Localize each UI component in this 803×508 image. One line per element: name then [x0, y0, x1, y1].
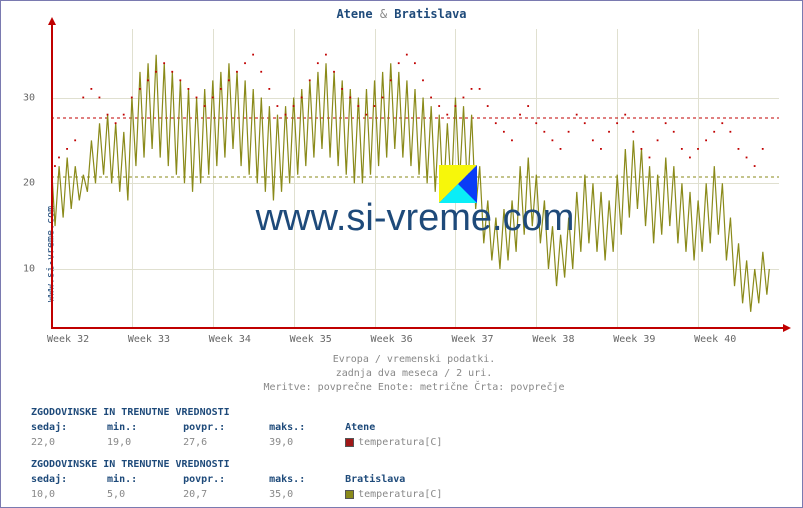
x-tick-label: Week 40	[694, 334, 736, 345]
footer-line-1: Evropa / vremenski podatki.	[51, 353, 777, 367]
y-axis	[51, 21, 53, 329]
x-tick-label: Week 36	[371, 334, 413, 345]
chart-footer: Evropa / vremenski podatki. zadnja dva m…	[51, 353, 777, 395]
x-tick-label: Week 38	[532, 334, 574, 345]
x-tick-label: Week 33	[128, 334, 170, 345]
lbl-city: Bratislava	[345, 472, 405, 487]
stats-block-bratislava: ZGODOVINSKE IN TRENUTNE VREDNOSTI sedaj:…	[31, 457, 442, 502]
val-now: 10,0	[31, 487, 101, 502]
footer-line-3: Meritve: povprečne Enote: metrične Črta:…	[51, 381, 777, 395]
legend-text: temperatura[C]	[358, 487, 442, 502]
title-city-1: Atene	[336, 7, 372, 21]
x-tick-label: Week 39	[613, 334, 655, 345]
legend-swatch-bratislava	[345, 490, 354, 499]
legend-swatch-atene	[345, 438, 354, 447]
val-max: 35,0	[269, 487, 339, 502]
title-separator: &	[380, 7, 387, 21]
lbl-min: min.:	[107, 472, 177, 487]
lbl-max: maks.:	[269, 420, 339, 435]
x-tick-label: Week 32	[47, 334, 89, 345]
y-tick-label: 20	[23, 178, 35, 189]
lbl-now: sedaj:	[31, 472, 101, 487]
stats-header: ZGODOVINSKE IN TRENUTNE VREDNOSTI	[31, 457, 442, 472]
x-tick-label: Week 34	[209, 334, 251, 345]
val-min: 19,0	[107, 435, 177, 450]
title-city-2: Bratislava	[394, 7, 466, 21]
val-avg: 27,6	[183, 435, 263, 450]
stats-header: ZGODOVINSKE IN TRENUTNE VREDNOSTI	[31, 405, 442, 420]
val-now: 22,0	[31, 435, 101, 450]
plot-area: 102030 Week 32Week 33Week 34Week 35Week …	[51, 29, 779, 329]
x-axis	[51, 327, 787, 329]
lbl-max: maks.:	[269, 472, 339, 487]
val-max: 39,0	[269, 435, 339, 450]
x-tick-label: Week 35	[290, 334, 332, 345]
y-axis-arrow	[48, 17, 56, 25]
chart-title: Atene & Bratislava	[1, 1, 802, 21]
lbl-now: sedaj:	[31, 420, 101, 435]
stats-block-atene: ZGODOVINSKE IN TRENUTNE VREDNOSTI sedaj:…	[31, 405, 442, 450]
y-tick-label: 10	[23, 264, 35, 275]
lbl-min: min.:	[107, 420, 177, 435]
legend-text: temperatura[C]	[358, 435, 442, 450]
val-min: 5,0	[107, 487, 177, 502]
x-axis-arrow	[783, 324, 791, 332]
lbl-avg: povpr.:	[183, 472, 263, 487]
chart-container: www.si-vreme.com Atene & Bratislava 1020…	[0, 0, 803, 508]
val-avg: 20,7	[183, 487, 263, 502]
x-tick-label: Week 37	[451, 334, 493, 345]
plot-svg	[51, 29, 779, 329]
footer-line-2: zadnja dva meseca / 2 uri.	[51, 367, 777, 381]
lbl-avg: povpr.:	[183, 420, 263, 435]
lbl-city: Atene	[345, 420, 375, 435]
y-tick-label: 30	[23, 92, 35, 103]
